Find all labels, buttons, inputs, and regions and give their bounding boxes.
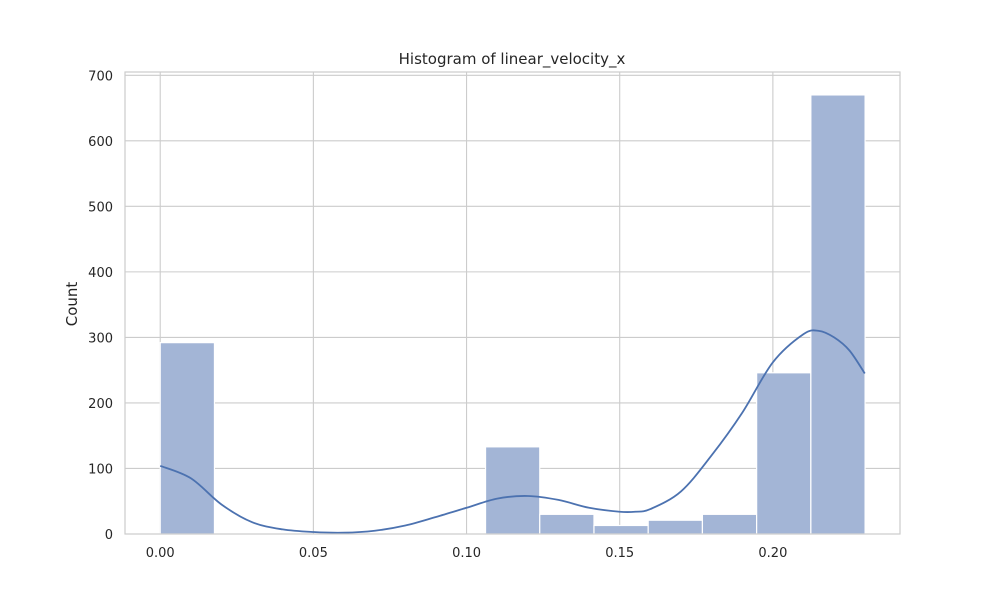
histogram-bar: [647, 519, 704, 535]
y-tick-label: 500: [88, 200, 113, 215]
tick-layer: 0.00 0.05 0.10 0.15 0.20 0 100 200 300 400 500 600 7…: [88, 69, 787, 561]
x-tick-label: 0.05: [299, 546, 328, 561]
x-tick-label: 0.20: [758, 546, 787, 561]
y-axis-title: Count: [63, 282, 81, 327]
y-tick-label: 400: [88, 266, 113, 281]
histogram-bar: [484, 446, 541, 535]
x-tick-label: 0.00: [146, 546, 175, 561]
bar-layer: [159, 94, 866, 535]
kde-curve: [159, 329, 866, 534]
x-tick-label: 0.10: [452, 546, 481, 561]
histogram-bar: [810, 94, 866, 535]
y-tick-label: 300: [88, 331, 113, 346]
histogram-bar: [593, 524, 649, 535]
axes-frame: [124, 71, 901, 535]
histogram-bar: [756, 372, 812, 535]
histogram-bar: [159, 342, 216, 535]
y-tick-label: 200: [88, 397, 113, 412]
x-tick-label: 0.15: [605, 546, 634, 561]
kde-layer: [159, 329, 866, 534]
y-tick-label: 600: [88, 135, 113, 150]
y-tick-label: 100: [88, 462, 113, 477]
chart-title: Histogram of linear_velocity_x: [399, 50, 626, 69]
histogram-bar: [701, 513, 758, 535]
histogram-bar: [539, 513, 595, 535]
y-tick-label: 700: [88, 69, 113, 84]
y-tick-label: 0: [105, 528, 113, 543]
